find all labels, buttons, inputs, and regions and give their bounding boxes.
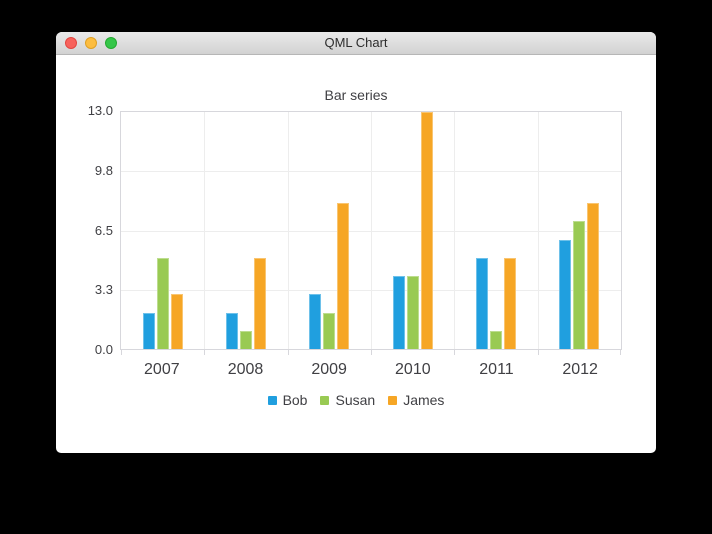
y-tick-label: 0.0 [94, 342, 113, 357]
axis-tick [620, 349, 621, 355]
close-button[interactable] [65, 37, 77, 49]
bar-group-2010 [371, 112, 454, 349]
minimize-button[interactable] [85, 37, 97, 49]
bar-bob-2009 [309, 294, 322, 349]
axis-tick [287, 349, 289, 355]
bar-james-2007 [170, 294, 183, 349]
legend: Bob Susan James [56, 391, 656, 409]
v-gridline [537, 112, 539, 349]
bar-susan-2012 [573, 221, 586, 349]
qml-chart-window: QML Chart Bar series 13.0 9.8 6.5 3.3 0.0 20… [56, 32, 656, 453]
bar-susan-2009 [323, 313, 336, 349]
legend-marker-james-icon [388, 395, 398, 405]
x-category-label: 2010 [395, 361, 431, 378]
axis-tick [204, 349, 206, 355]
legend-item-susan: Susan [320, 392, 375, 408]
chart-title: Bar series [324, 87, 388, 103]
zoom-button[interactable] [105, 37, 117, 49]
bar-group-2009 [288, 112, 371, 349]
bar-james-2012 [587, 203, 600, 349]
bar-bob-2010 [392, 276, 405, 349]
legend-label: James [403, 392, 445, 408]
bar-bob-2008 [225, 313, 238, 349]
v-gridline [371, 112, 372, 349]
x-category-label: 2009 [311, 361, 347, 378]
legend-label: Susan [335, 392, 376, 408]
bar-susan-2007 [156, 258, 169, 349]
window-title: QML Chart [324, 35, 388, 50]
y-tick-label: 6.5 [94, 222, 113, 238]
axis-tick [121, 349, 122, 355]
legend-label: Bob [282, 392, 308, 408]
axis-tick [371, 349, 372, 355]
bar-james-2009 [337, 203, 350, 349]
v-gridline [204, 112, 206, 349]
plot-area [120, 111, 622, 355]
legend-marker-bob-icon [267, 395, 277, 405]
legend-marker-susan-icon [320, 395, 330, 405]
y-tick-label: 3.3 [94, 282, 113, 298]
x-category-label: 2012 [562, 361, 598, 378]
y-tick-label: 13.0 [87, 103, 113, 118]
bar-group-2007 [121, 112, 204, 349]
v-gridline [454, 112, 456, 349]
v-gridline [287, 112, 289, 349]
bar-james-2011 [503, 258, 516, 349]
x-category-label: 2008 [227, 361, 264, 378]
bar-susan-2011 [489, 331, 502, 349]
axis-tick [454, 349, 456, 355]
bar-bob-2007 [142, 313, 155, 349]
bar-group-2011 [454, 112, 537, 349]
bar-group-2012 [538, 112, 621, 349]
window-titlebar[interactable]: QML Chart [56, 32, 656, 55]
bar-susan-2008 [239, 331, 252, 349]
bar-group-2008 [204, 112, 287, 349]
axis-tick [537, 349, 539, 355]
legend-item-james: James [388, 392, 444, 408]
x-category-label: 2011 [479, 361, 514, 378]
bar-susan-2010 [406, 276, 419, 349]
legend-item-bob: Bob [267, 392, 308, 408]
bar-james-2010 [420, 112, 433, 349]
bar-bob-2011 [475, 258, 488, 349]
y-tick-label: 9.8 [94, 162, 113, 178]
x-category-label: 2007 [144, 361, 180, 378]
bar-bob-2012 [559, 240, 572, 349]
bar-james-2008 [253, 258, 266, 349]
